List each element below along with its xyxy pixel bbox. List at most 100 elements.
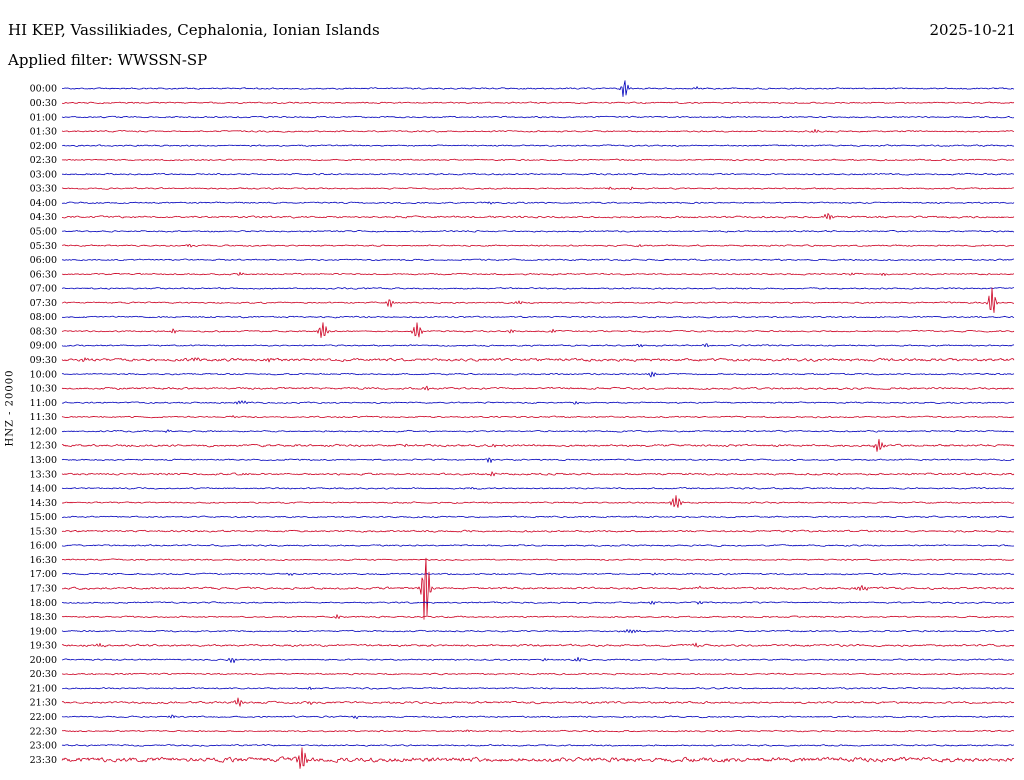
- trace-row: [61, 572, 1015, 576]
- time-label: 20:30: [30, 669, 57, 680]
- trace-row: [61, 747, 1015, 769]
- time-label: 21:00: [30, 684, 57, 695]
- trace-row: [61, 357, 1015, 363]
- trace-row: [61, 714, 1015, 720]
- time-label: 09:30: [30, 355, 57, 366]
- time-label: 04:30: [30, 212, 57, 223]
- time-label: 20:00: [30, 655, 57, 666]
- date-label: 2025-10-21: [929, 21, 1016, 39]
- trace-row: [61, 672, 1015, 676]
- trace-row: [61, 186, 1015, 191]
- trace-row: [61, 322, 1015, 338]
- trace-row: [61, 287, 1015, 313]
- time-label: 13:30: [30, 469, 57, 480]
- time-label: 19:30: [30, 641, 57, 652]
- trace-row: [61, 230, 1015, 233]
- time-label: 14:00: [30, 484, 57, 495]
- time-label: 02:30: [30, 155, 57, 166]
- time-label: 00:30: [30, 98, 57, 109]
- trace-row: [61, 487, 1015, 490]
- trace-row: [61, 457, 1015, 463]
- trace-row: [61, 271, 1015, 276]
- time-label: 22:30: [30, 726, 57, 737]
- time-label: 15:00: [30, 512, 57, 523]
- trace-row: [61, 744, 1015, 747]
- time-label: 12:30: [30, 441, 57, 452]
- time-label: 01:30: [30, 127, 57, 138]
- trace-row: [61, 600, 1015, 605]
- trace-row: [61, 557, 1015, 620]
- time-label: 23:00: [30, 741, 57, 752]
- trace-row: [61, 158, 1015, 162]
- filter-label: Applied filter: WWSSN-SP: [8, 51, 208, 69]
- trace-row: [61, 642, 1015, 648]
- trace-row: [61, 686, 1015, 690]
- trace-row: [61, 529, 1015, 533]
- time-label: 03:30: [30, 184, 57, 195]
- trace-row: [61, 315, 1015, 319]
- trace-row: [61, 101, 1015, 105]
- time-label: 16:30: [30, 555, 57, 566]
- trace-row: [61, 438, 1015, 452]
- time-label: 18:30: [30, 612, 57, 623]
- time-label: 08:00: [30, 312, 57, 323]
- time-label: 10:30: [30, 384, 57, 395]
- trace-row: [61, 213, 1015, 220]
- time-label: 14:30: [30, 498, 57, 509]
- trace-row: [61, 385, 1015, 391]
- station-title: HI KEP, Vassilikiades, Cephalonia, Ionia…: [8, 21, 380, 39]
- trace-row: [61, 415, 1015, 419]
- time-label: 12:00: [30, 426, 57, 437]
- trace-row: [61, 128, 1015, 133]
- time-label: 05:30: [30, 241, 57, 252]
- time-label: 00:00: [30, 84, 57, 95]
- trace-row: [61, 371, 1015, 378]
- time-label: 11:30: [30, 412, 57, 423]
- time-label: 21:30: [30, 698, 57, 709]
- trace-row: [61, 471, 1015, 477]
- time-label: 22:00: [30, 712, 57, 723]
- time-label: 03:00: [30, 169, 57, 180]
- trace-row: [61, 614, 1015, 619]
- trace-row: [61, 258, 1015, 262]
- time-label: 08:30: [30, 327, 57, 338]
- trace-row: [61, 343, 1015, 348]
- time-label: 23:30: [30, 755, 57, 766]
- time-label: 07:30: [30, 298, 57, 309]
- trace-row: [61, 544, 1015, 547]
- trace-row: [61, 172, 1015, 176]
- trace-row: [61, 629, 1015, 634]
- trace-row: [61, 115, 1015, 119]
- trace-row: [61, 656, 1015, 664]
- time-label: 05:00: [30, 227, 57, 238]
- time-label: 06:00: [30, 255, 57, 266]
- trace-row: [61, 558, 1015, 562]
- trace-row: [61, 201, 1015, 205]
- trace-row: [61, 80, 1015, 97]
- time-label: 09:00: [30, 341, 57, 352]
- time-label: 13:00: [30, 455, 57, 466]
- time-label: 19:00: [30, 626, 57, 637]
- time-label: 06:30: [30, 269, 57, 280]
- trace-row: [61, 400, 1015, 405]
- time-label: 10:00: [30, 369, 57, 380]
- time-label: 18:00: [30, 598, 57, 609]
- trace-row: [61, 495, 1015, 508]
- time-label: 17:00: [30, 569, 57, 580]
- trace-row: [61, 697, 1015, 707]
- trace-row: [61, 144, 1015, 147]
- time-label: 16:00: [30, 541, 57, 552]
- time-label: 17:30: [30, 584, 57, 595]
- trace-row: [61, 515, 1015, 519]
- trace-row: [61, 287, 1015, 290]
- time-label: 01:00: [30, 112, 57, 123]
- trace-row: [61, 244, 1015, 248]
- time-label: 07:00: [30, 284, 57, 295]
- time-label: 02:00: [30, 141, 57, 152]
- time-label: 04:00: [30, 198, 57, 209]
- time-label: 15:30: [30, 526, 57, 537]
- trace-row: [61, 429, 1015, 433]
- time-label: 11:00: [30, 398, 57, 409]
